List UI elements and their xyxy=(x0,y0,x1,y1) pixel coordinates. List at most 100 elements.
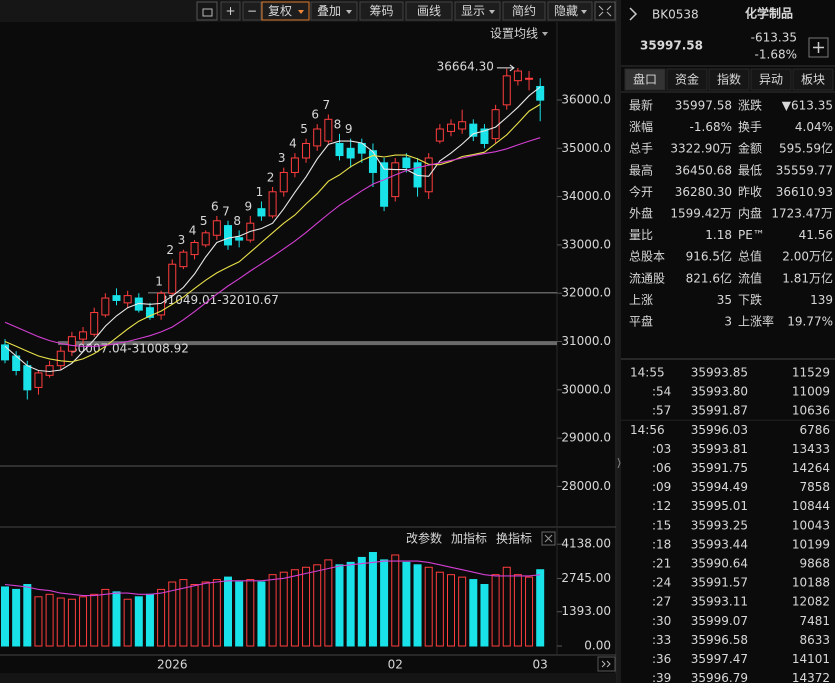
candle-body xyxy=(45,365,54,376)
candle-body xyxy=(201,232,210,246)
volume-bar xyxy=(56,597,65,647)
stat-label: 上涨 xyxy=(629,292,653,307)
tab[interactable] xyxy=(708,68,750,91)
candle-body xyxy=(23,365,32,391)
toolbar-button[interactable] xyxy=(502,1,546,21)
volume-bar xyxy=(212,579,221,647)
indicator-button[interactable]: 换指标 xyxy=(496,531,532,546)
tab[interactable] xyxy=(624,68,666,91)
stat-value: 41.56 xyxy=(799,228,833,242)
toolbar-button[interactable] xyxy=(261,1,310,21)
trade-volume: 7481 xyxy=(799,614,830,628)
toolbar-button[interactable] xyxy=(310,1,358,21)
close-panel[interactable] xyxy=(541,531,556,546)
peak-arrow xyxy=(496,64,515,72)
add-button[interactable] xyxy=(808,37,829,58)
candle-body xyxy=(313,128,322,147)
add-glyph xyxy=(813,42,824,53)
stat-label: 总手 xyxy=(629,142,653,156)
lock-icon[interactable] xyxy=(196,1,218,21)
tab[interactable] xyxy=(666,68,708,91)
volume-bar xyxy=(391,554,400,647)
toolbar-button[interactable] xyxy=(242,1,262,21)
tab[interactable] xyxy=(750,68,792,91)
volume-bar xyxy=(45,593,54,647)
volume-bar xyxy=(23,583,32,647)
toolbar-label: 画线 xyxy=(417,4,441,18)
trade-time: 14:56 xyxy=(630,423,665,437)
volume-bar xyxy=(335,564,344,647)
trade-time: :21 xyxy=(652,557,671,571)
candle-body xyxy=(279,171,288,193)
dropdown-arrow xyxy=(346,10,352,14)
trade-volume: 10043 xyxy=(792,518,830,532)
moving-average xyxy=(4,86,541,373)
moving-average xyxy=(4,103,541,363)
trade-price: 35995.01 xyxy=(691,499,748,513)
volume-bar xyxy=(235,581,244,647)
td-count: 6 xyxy=(211,199,219,213)
toolbar-button[interactable] xyxy=(405,1,453,21)
volume-bar xyxy=(201,581,210,647)
peak-label: 36664.30 xyxy=(437,59,494,73)
stat-value: -1.68% xyxy=(690,120,732,134)
stat-value: 595.59亿 xyxy=(779,141,833,156)
toolbar-button[interactable] xyxy=(220,1,241,21)
stat-value: 916.5亿 xyxy=(686,249,732,264)
volume-bar xyxy=(145,593,154,647)
volume-bar xyxy=(413,564,422,647)
tab-label: 盘口 xyxy=(633,72,657,87)
candle-body xyxy=(402,157,411,169)
scroll-button[interactable] xyxy=(597,656,616,672)
trade-time: :03 xyxy=(652,442,671,456)
tab[interactable] xyxy=(792,68,834,91)
x-tick-label: 03 xyxy=(533,658,548,672)
splitter[interactable] xyxy=(617,0,621,683)
volume-bar xyxy=(447,574,455,647)
volume-bar xyxy=(257,581,266,647)
volume-bar xyxy=(112,591,121,647)
stat-label: 量比 xyxy=(629,228,653,242)
trade-volume: 9868 xyxy=(799,557,830,571)
stat-label: 总股本 xyxy=(629,250,665,264)
candle-body xyxy=(90,312,99,335)
stat-value: 35 xyxy=(717,293,732,307)
candle-body xyxy=(290,157,299,173)
candle-body xyxy=(435,128,444,142)
y-tick-label: 36000.0 xyxy=(561,93,611,107)
candle-body xyxy=(257,208,266,217)
ma-settings[interactable]: 设置均线 xyxy=(490,27,538,41)
indicator-button[interactable]: 加指标 xyxy=(451,531,487,546)
candle-body xyxy=(480,128,489,144)
expand-glyph xyxy=(598,5,612,17)
candle-body xyxy=(268,191,277,217)
volume-bar xyxy=(90,593,99,647)
candle-body xyxy=(346,147,355,159)
back-arrow[interactable] xyxy=(629,7,638,21)
toolbar-button[interactable] xyxy=(454,1,501,21)
td-count: 8 xyxy=(334,117,342,131)
x-tick-label: 02 xyxy=(388,658,403,672)
candle-body xyxy=(56,350,65,367)
stat-label: 平盘 xyxy=(629,314,653,329)
stat-label: 最新 xyxy=(629,98,653,113)
stat-value: 1.18 xyxy=(705,228,732,242)
trade-time: :54 xyxy=(652,385,671,399)
stat-value: 821.6亿 xyxy=(686,270,732,285)
last-price: 35997.58 xyxy=(640,39,703,53)
stat-value: 1.81万亿 xyxy=(782,270,833,285)
dropdown-arrow xyxy=(542,32,548,36)
volume-bar xyxy=(480,583,489,647)
toolbar-button[interactable] xyxy=(359,1,404,21)
td-count: 9 xyxy=(345,122,353,136)
stock-code: BK0538 xyxy=(652,8,699,22)
trade-time: :24 xyxy=(652,576,671,590)
indicator-button[interactable]: 改参数 xyxy=(406,531,442,546)
lock-glyph xyxy=(202,8,213,17)
expand-icon[interactable] xyxy=(594,1,616,21)
volume-bar xyxy=(302,566,311,647)
toolbar-button[interactable] xyxy=(547,1,593,21)
dropdown-arrow xyxy=(298,10,304,14)
bottom-tabs xyxy=(0,673,616,683)
